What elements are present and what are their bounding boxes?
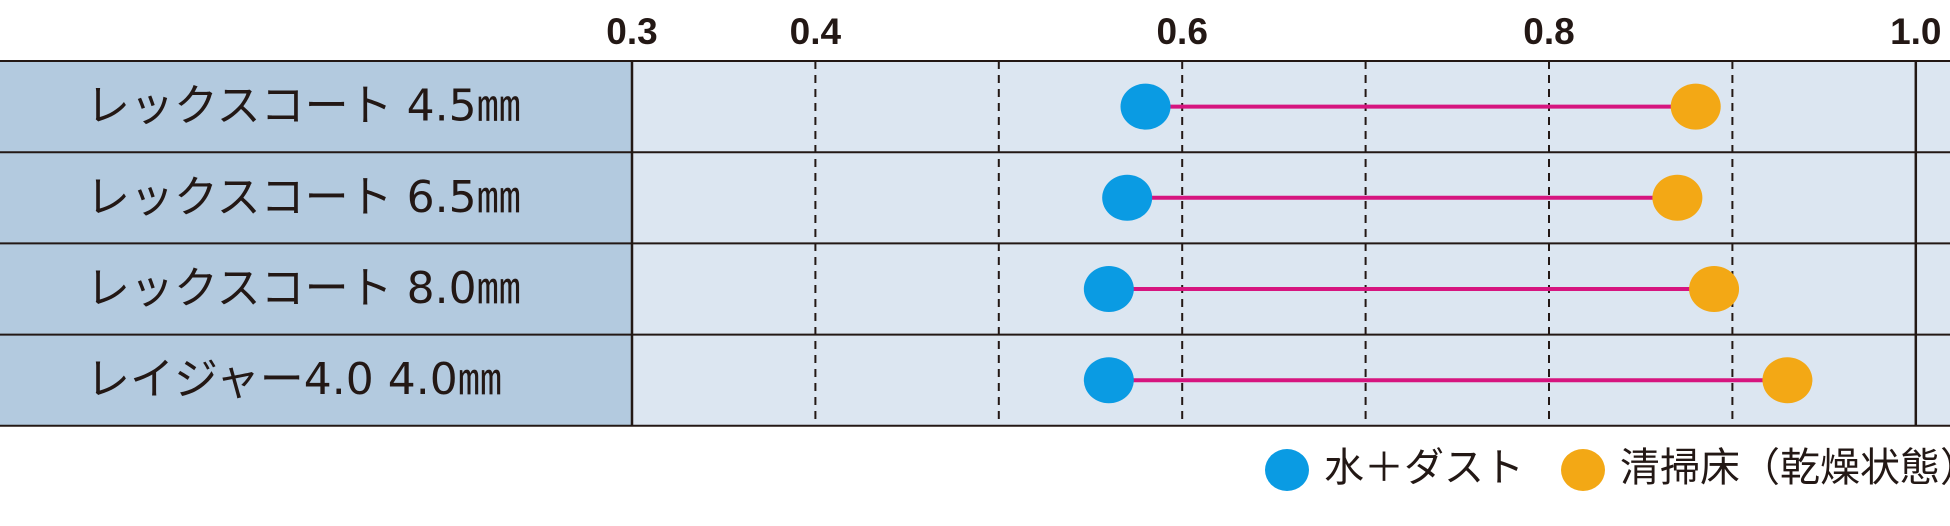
legend-swatch [1265, 449, 1309, 491]
category-label: レイジャー4.0 4.0㎜ [86, 354, 502, 405]
legend-label: 清掃床（乾燥状態） [1620, 445, 1950, 491]
dot [1652, 174, 1703, 221]
x-tick-label: 1.0 [1890, 11, 1941, 52]
dot [1762, 357, 1813, 404]
dot [1120, 83, 1171, 130]
legend-label: 水＋ダスト [1324, 445, 1524, 491]
dot [1083, 357, 1134, 404]
category-label: レックスコート 6.5㎜ [86, 172, 521, 223]
x-tick-label: 0.3 [606, 11, 657, 52]
dot [1670, 83, 1721, 130]
x-tick-label: 0.4 [790, 11, 842, 52]
legend-swatch [1561, 449, 1605, 491]
category-label: レックスコート 8.0㎜ [86, 263, 521, 314]
dot [1689, 266, 1740, 312]
dot [1102, 174, 1153, 221]
x-tick-label: 0.6 [1156, 11, 1207, 52]
dot [1083, 266, 1134, 312]
category-label: レックスコート 4.5㎜ [86, 81, 521, 132]
x-tick-label: 0.8 [1523, 11, 1574, 52]
